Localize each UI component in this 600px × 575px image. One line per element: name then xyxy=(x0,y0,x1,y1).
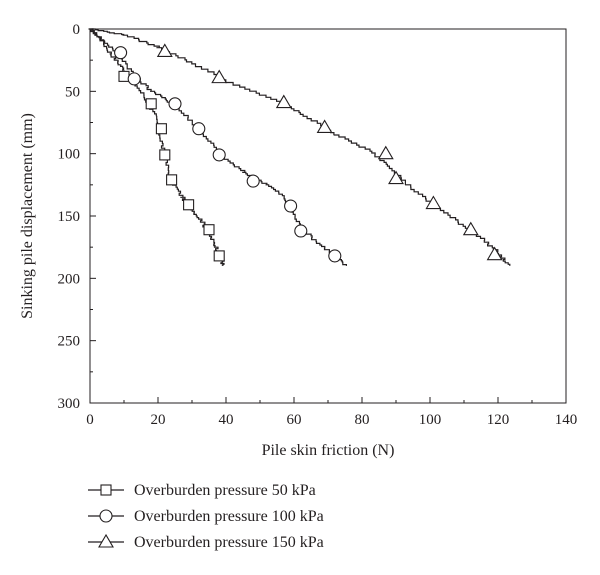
data-point-triangle xyxy=(425,195,442,210)
legend-item: Overburden pressure 150 kPa xyxy=(88,533,324,551)
x-tick-label: 100 xyxy=(419,412,442,428)
series-line-circle xyxy=(88,28,347,266)
data-point-square xyxy=(183,199,195,211)
data-point-triangle xyxy=(377,145,394,160)
data-point-triangle xyxy=(486,246,503,261)
y-tick-label: 300 xyxy=(58,396,81,412)
data-point-circle xyxy=(284,199,298,213)
series-circle xyxy=(88,28,347,266)
data-point-circle xyxy=(294,224,308,238)
data-point-circle xyxy=(246,174,260,188)
x-tick-label: 60 xyxy=(287,412,302,428)
data-point-triangle xyxy=(462,221,479,236)
legend-marker-circle xyxy=(99,509,113,523)
data-point-circle xyxy=(127,72,141,86)
x-tick-label: 120 xyxy=(487,412,510,428)
data-point-triangle xyxy=(156,43,173,57)
legend-item: Overburden pressure 50 kPa xyxy=(88,482,316,499)
x-tick-label: 80 xyxy=(355,412,370,428)
plot-frame xyxy=(89,28,567,404)
data-point-circle xyxy=(212,148,226,162)
y-tick-label: 50 xyxy=(65,84,80,100)
y-tick-label: 150 xyxy=(58,209,81,225)
y-tick-label: 0 xyxy=(73,22,81,38)
x-tick-label: 40 xyxy=(219,412,234,428)
y-tick-label: 250 xyxy=(58,334,81,350)
series-triangle xyxy=(89,28,511,266)
data-point-square xyxy=(155,123,167,135)
y-axis-ticks: 0 50 100 150 200 250 300 xyxy=(58,22,96,412)
x-tick-label: 20 xyxy=(151,412,166,428)
x-axis-ticks: 0 20 40 60 80 100 120 140 xyxy=(86,397,577,428)
data-point-circle xyxy=(192,122,206,136)
data-point-square xyxy=(203,224,215,236)
legend-label: Overburden pressure 50 kPa xyxy=(134,482,316,499)
legend-label: Overburden pressure 150 kPa xyxy=(134,534,324,551)
legend-marker-square xyxy=(100,484,112,496)
data-point-triangle xyxy=(316,119,333,134)
legend-marker-triangle xyxy=(98,533,114,548)
y-tick-label: 200 xyxy=(58,271,81,287)
x-axis-label: Pile skin friction (N) xyxy=(262,442,395,459)
legend-item: Overburden pressure 100 kPa xyxy=(88,508,324,525)
legend: Overburden pressure 50 kPa Overburden pre… xyxy=(88,482,324,551)
data-point-circle xyxy=(114,46,128,60)
x-tick-label: 0 xyxy=(86,412,94,428)
data-point-circle xyxy=(328,249,342,263)
data-point-square xyxy=(118,70,130,82)
x-tick-label: 140 xyxy=(555,412,578,428)
data-point-triangle xyxy=(388,170,404,185)
series-layer xyxy=(88,28,511,266)
data-point-square xyxy=(213,250,225,262)
data-point-circle xyxy=(168,97,182,111)
data-point-square xyxy=(145,98,157,110)
y-axis-label: Sinking pile displacement (mm) xyxy=(19,113,36,319)
series-square xyxy=(90,28,225,266)
data-point-triangle xyxy=(211,69,228,84)
data-point-triangle xyxy=(275,94,292,109)
data-point-square xyxy=(166,174,178,186)
legend-label: Overburden pressure 100 kPa xyxy=(134,508,324,525)
data-point-square xyxy=(159,149,171,161)
y-tick-label: 100 xyxy=(58,147,81,163)
